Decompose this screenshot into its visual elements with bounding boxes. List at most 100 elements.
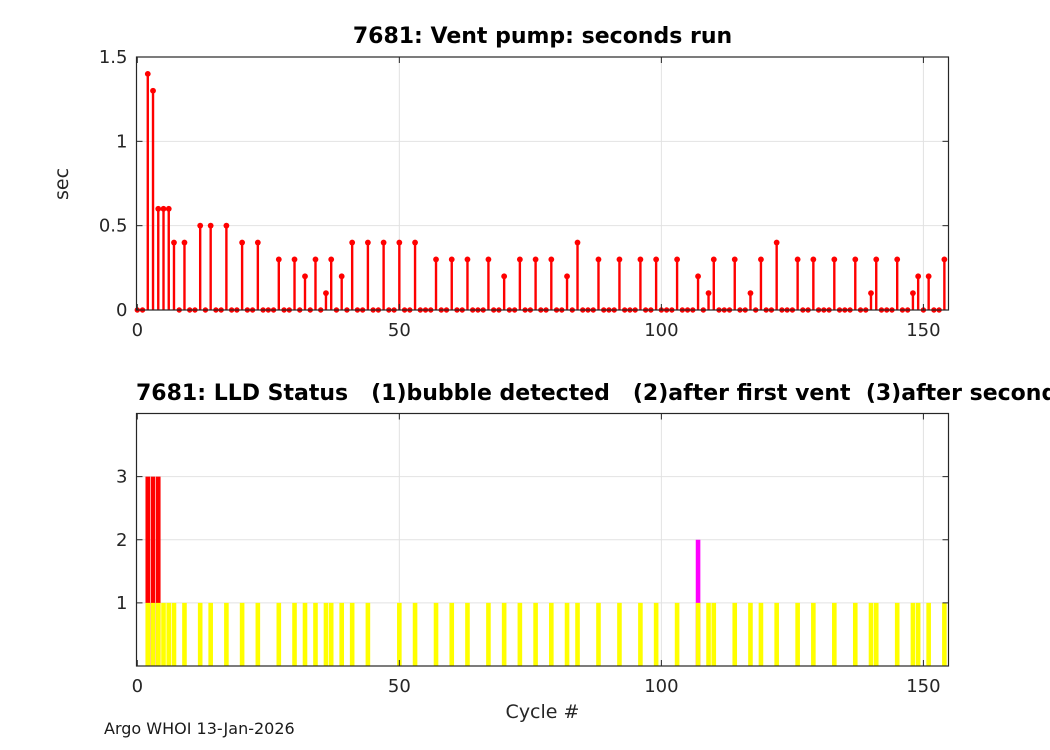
stem-marker bbox=[941, 256, 948, 263]
status-bar-1 bbox=[339, 602, 344, 666]
stem-marker bbox=[516, 256, 523, 263]
stem-marker bbox=[894, 256, 901, 263]
stem-marker bbox=[312, 256, 319, 263]
stem-marker bbox=[731, 256, 738, 263]
stem-marker bbox=[674, 256, 680, 263]
status-bar-1 bbox=[942, 602, 947, 666]
status-bar-1 bbox=[732, 602, 738, 666]
status-bar-1 bbox=[166, 602, 172, 666]
status-bar-1 bbox=[832, 602, 837, 666]
y-tick-label: 1.5 bbox=[99, 47, 128, 68]
stem-marker bbox=[433, 256, 439, 263]
stem-marker bbox=[810, 256, 817, 263]
stem-marker bbox=[915, 273, 922, 280]
y-tick-label: 0.5 bbox=[99, 216, 128, 237]
stem-marker bbox=[831, 256, 838, 263]
status-bar-1 bbox=[224, 602, 229, 666]
status-bar-1 bbox=[501, 602, 507, 666]
stem-marker bbox=[794, 256, 801, 263]
stem-marker bbox=[181, 239, 188, 246]
stem-marker bbox=[873, 256, 880, 263]
y-tick-label: 0 bbox=[116, 300, 127, 321]
y-tick-label: 3 bbox=[116, 467, 127, 488]
stem-marker bbox=[165, 205, 172, 212]
status-bar-1 bbox=[323, 602, 329, 666]
x-tick-label: 50 bbox=[388, 320, 411, 341]
stem-marker bbox=[501, 273, 508, 280]
status-bar-1 bbox=[774, 602, 779, 666]
status-bar-1 bbox=[517, 602, 523, 666]
status-bar-1 bbox=[208, 602, 213, 666]
status-bar-1 bbox=[638, 602, 643, 666]
stem-marker bbox=[464, 256, 471, 263]
footer-annotation: Argo WHOI 13-Jan-2026 bbox=[104, 719, 295, 738]
status-bar-1 bbox=[711, 602, 717, 666]
top-chart-title: 7681: Vent pump: seconds run bbox=[352, 24, 733, 49]
stem-marker bbox=[695, 273, 701, 280]
status-bar-1 bbox=[617, 602, 622, 666]
stem-marker bbox=[868, 290, 874, 297]
status-bar-1 bbox=[795, 602, 800, 666]
status-bar-1 bbox=[894, 602, 900, 666]
stem-marker bbox=[564, 273, 570, 280]
stem-marker bbox=[747, 290, 754, 297]
status-bar-1 bbox=[758, 602, 764, 666]
x-tick-label: 0 bbox=[132, 320, 143, 341]
stem-marker bbox=[207, 222, 214, 229]
status-bar-1 bbox=[596, 602, 601, 666]
status-bar-1 bbox=[161, 602, 166, 666]
stem-marker bbox=[773, 239, 780, 246]
top-chart-y-axis-label: sec bbox=[51, 167, 73, 201]
stem-marker bbox=[291, 256, 298, 263]
stem-marker bbox=[758, 256, 764, 263]
status-bar-1 bbox=[852, 602, 858, 666]
status-bar-1 bbox=[695, 602, 701, 666]
status-bar-1 bbox=[412, 602, 418, 666]
stem-marker bbox=[705, 290, 712, 297]
status-bar-1 bbox=[328, 602, 334, 666]
status-bar-1 bbox=[549, 602, 554, 666]
stem-marker bbox=[396, 239, 403, 246]
status-bar-1 bbox=[155, 602, 161, 666]
stem-marker bbox=[223, 222, 230, 229]
status-bar-1 bbox=[449, 602, 455, 666]
stem-marker bbox=[412, 239, 418, 246]
x-tick-label: 0 bbox=[132, 676, 143, 697]
stem-marker bbox=[160, 205, 167, 212]
x-tick-label: 100 bbox=[644, 320, 678, 341]
stem-marker bbox=[254, 239, 261, 246]
status-bar-1 bbox=[465, 602, 470, 666]
stem-marker bbox=[364, 239, 371, 246]
status-bar-1 bbox=[182, 602, 187, 666]
status-bar-1 bbox=[910, 602, 916, 666]
stem-marker bbox=[380, 239, 387, 246]
status-bar-1 bbox=[653, 602, 659, 666]
stem-marker bbox=[595, 256, 602, 263]
status-bar-1 bbox=[276, 602, 282, 666]
status-bar-3 bbox=[150, 476, 156, 666]
x-axis-label: Cycle # bbox=[505, 701, 580, 723]
status-bar-1 bbox=[533, 602, 538, 666]
stem-marker bbox=[197, 222, 204, 229]
stem-marker bbox=[155, 205, 162, 212]
status-bar-1 bbox=[575, 602, 580, 666]
x-tick-label: 150 bbox=[906, 320, 940, 341]
status-bar-1 bbox=[302, 602, 308, 666]
status-bar-1 bbox=[365, 602, 371, 666]
status-bar-1 bbox=[915, 602, 921, 666]
status-bar-1 bbox=[706, 602, 711, 666]
stem-marker bbox=[653, 256, 660, 263]
stem-marker bbox=[349, 239, 356, 246]
stem-marker bbox=[239, 239, 246, 246]
status-bar-1 bbox=[433, 602, 439, 666]
status-bar-1 bbox=[150, 602, 156, 666]
status-bar-1 bbox=[486, 602, 491, 666]
stem-marker bbox=[852, 256, 859, 263]
status-bar-1 bbox=[349, 602, 355, 666]
status-bar-1 bbox=[145, 602, 151, 666]
status-bar-1 bbox=[197, 602, 203, 666]
status-bar-1 bbox=[255, 602, 261, 666]
status-bar-1 bbox=[292, 602, 297, 666]
stem-marker bbox=[328, 256, 335, 263]
status-bar-1 bbox=[926, 602, 931, 666]
